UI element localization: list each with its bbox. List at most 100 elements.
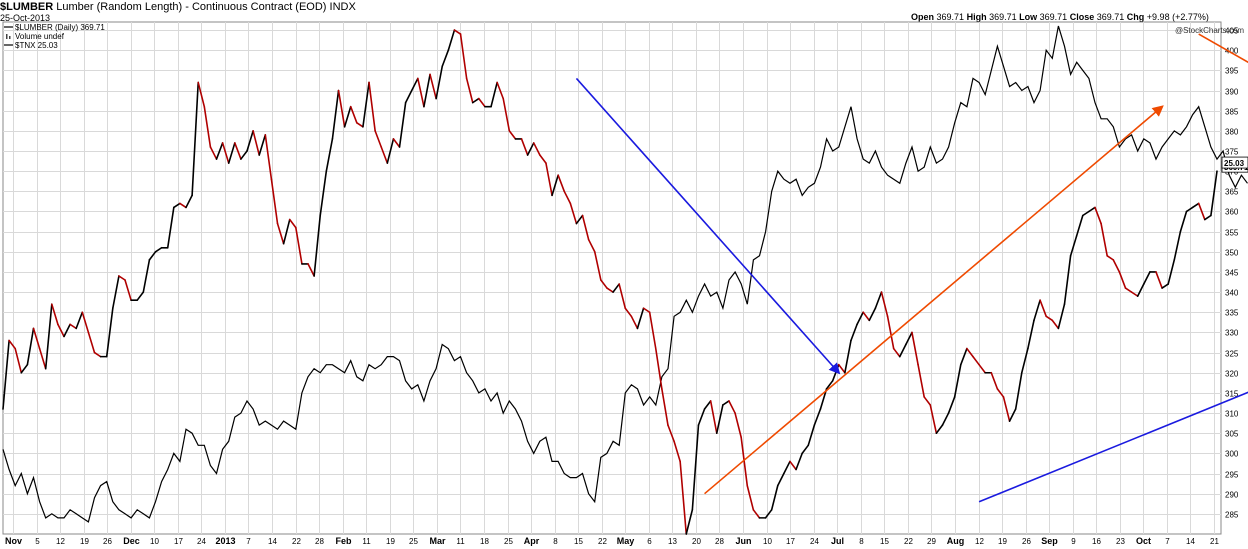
x-tick-label: Jul (831, 536, 844, 546)
lumber-segment (288, 218, 297, 229)
lumber-segment (593, 250, 602, 281)
lumber-segment (1210, 170, 1218, 217)
lumber-segment (807, 424, 816, 447)
lumber-segment (526, 142, 535, 156)
lumber-segment (1057, 303, 1066, 330)
x-tick-label: 9 (1071, 537, 1076, 546)
lumber-segment (551, 174, 559, 197)
x-tick-label: Oct (1136, 536, 1151, 546)
x-tick-label: 21 (1210, 537, 1219, 546)
x-tick-label: 12 (975, 537, 984, 546)
lumber-segment (1179, 210, 1188, 233)
x-tick-label: 15 (880, 537, 889, 546)
lumber-segment (441, 49, 450, 68)
x-tick-label: 11 (362, 537, 371, 546)
lumber-segment (825, 380, 834, 390)
lumber-segment (795, 452, 803, 471)
lumber-segment (209, 146, 218, 160)
y-tick-label: 380 (1225, 128, 1239, 137)
lumber-segment (709, 400, 718, 435)
lumber-segment (1112, 259, 1121, 273)
lumber-segment (1088, 206, 1096, 213)
y-tick-label: 365 (1225, 188, 1239, 197)
x-tick-label: 2013 (215, 536, 235, 546)
lumber-segment (557, 174, 566, 193)
lumber-segment (459, 33, 468, 80)
x-tick-label: 5 (35, 537, 40, 546)
lumber-segment (478, 97, 486, 108)
lumber-segment (380, 146, 389, 164)
x-tick-label: 28 (715, 537, 724, 546)
lumber-segment (935, 424, 944, 435)
y-tick-label: 360 (1225, 208, 1239, 217)
y-tick-label: 340 (1225, 289, 1239, 298)
lumber-segment (844, 339, 852, 374)
lumber-segment (57, 323, 65, 338)
lumber-segment (185, 194, 193, 209)
x-tick-label: 29 (927, 537, 936, 546)
series-line-lumber (2, 29, 1218, 535)
x-tick-label: 14 (1186, 537, 1195, 546)
trend-arrow (704, 105, 1164, 495)
lumber-segment (203, 105, 212, 148)
lumber-segment (1167, 259, 1176, 285)
x-tick-label: 7 (246, 537, 251, 546)
lumber-segment (343, 105, 352, 128)
lumber-segment (667, 424, 675, 443)
x-tick-label: May (617, 536, 635, 546)
lumber-segment (154, 246, 163, 253)
lumber-segment (63, 323, 71, 338)
lumber-segment (392, 138, 401, 148)
x-tick-label: 22 (292, 537, 301, 546)
lumber-segment (539, 154, 547, 164)
lumber-segment (874, 291, 883, 310)
lumber-segment (356, 121, 364, 128)
lumber-segment (697, 408, 706, 426)
lumber-segment (624, 307, 633, 318)
lumber-segment (1124, 287, 1133, 293)
lumber-segment (581, 214, 590, 241)
lumber-segment (636, 307, 645, 330)
y-tick-label: 305 (1225, 430, 1239, 439)
lumber-segment (789, 460, 797, 471)
x-tick-label: 23 (1116, 537, 1125, 546)
lumber-segment (868, 307, 877, 322)
lumber-segment (746, 484, 755, 511)
lumber-segment (1197, 202, 1206, 221)
x-tick-label: 25 (409, 537, 418, 546)
y-tick-label: 285 (1225, 511, 1239, 520)
lumber-segment (319, 170, 328, 217)
lumber-segment (270, 178, 279, 225)
lumber-segment (764, 509, 773, 519)
lumber-segment (722, 400, 730, 406)
lumber-segment (856, 311, 864, 326)
lumber-segment (136, 291, 145, 301)
x-tick-label: 25 (504, 537, 513, 546)
ohlc-low-value: 369.71 (1039, 12, 1068, 22)
x-tick-label: 26 (103, 537, 112, 546)
x-tick-label: 7 (1165, 537, 1170, 546)
lumber-segment (14, 347, 23, 374)
lumber-segment (69, 323, 78, 330)
lumber-segment (978, 363, 986, 374)
lumber-segment (1155, 271, 1163, 289)
lumber-segment (1100, 222, 1108, 257)
ohlc-close-value: 369.71 (1096, 12, 1125, 22)
lumber-segment (51, 303, 59, 326)
legend-label: $TNX 25.03 (15, 41, 58, 50)
lumber-segment (600, 279, 608, 289)
lumber-segment (75, 311, 84, 330)
y-tick-label: 350 (1225, 249, 1239, 258)
y-tick-label: 390 (1225, 88, 1239, 97)
lumber-segment (862, 311, 871, 322)
ohlc-chg-label: Chg (1126, 12, 1145, 22)
lumber-segment (148, 250, 157, 261)
lumber-segment (240, 150, 248, 160)
x-tick-label: 24 (810, 537, 819, 546)
lumber-segment (990, 371, 999, 390)
lumber-segment (1185, 206, 1194, 213)
lumber-segment (1008, 408, 1017, 422)
lumber-segment (295, 226, 303, 265)
y-tick-label: 405 (1225, 27, 1239, 36)
